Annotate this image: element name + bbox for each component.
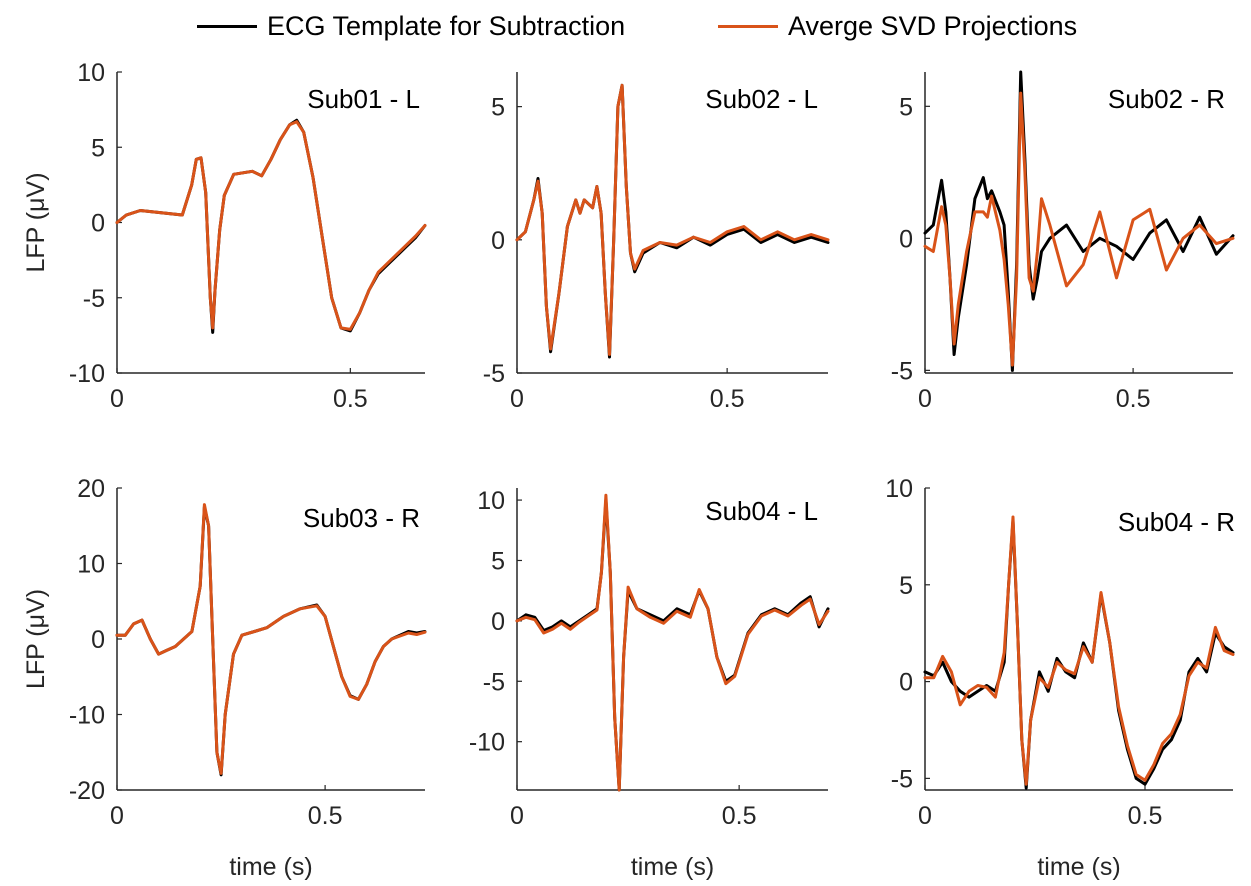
y-tick-label: -5 — [891, 765, 913, 793]
series-line-ecg-template — [115, 118, 427, 334]
x-tick-label: 0 — [110, 802, 124, 830]
y-tick-label: 0 — [91, 210, 105, 238]
legend-label: ECG Template for Subtraction — [267, 10, 626, 41]
x-axis-label: time (s) — [631, 853, 714, 881]
y-tick-label: -5 — [83, 285, 105, 313]
x-tick-label: 0 — [110, 385, 124, 413]
y-tick-label: -20 — [69, 777, 105, 805]
y-tick-label: 5 — [899, 93, 913, 121]
legend: ECG Template for Subtraction Averge SVD … — [0, 6, 1251, 46]
panel-title: Sub04 - L — [705, 496, 818, 526]
y-tick-label: 10 — [77, 551, 105, 579]
series-line-ecg-template — [515, 498, 830, 792]
chart-panel-5: -10 -5 0 5 10 0 0.5 Sub04 - L time (s) — [469, 487, 830, 881]
x-tick-label: 0.5 — [1116, 385, 1151, 413]
x-tick-label: 0 — [510, 385, 524, 413]
y-axis-label: LFP (μV) — [22, 172, 50, 272]
y-tick-label: 0 — [899, 225, 913, 253]
series-line-svd-projections — [115, 120, 427, 331]
y-tick-label: 10 — [885, 475, 913, 503]
x-axis-label: time (s) — [1037, 853, 1120, 881]
series-line-svd-projections — [923, 515, 1235, 786]
x-tick-label: 0 — [510, 802, 524, 830]
series-line-svd-projections — [515, 493, 830, 792]
legend-label: Averge SVD Projections — [788, 10, 1078, 41]
y-tick-label: 5 — [491, 94, 505, 122]
series-line-svd-projections — [515, 83, 830, 356]
y-axis-label: LFP (μV) — [22, 589, 50, 689]
y-tick-label: 0 — [91, 626, 105, 654]
x-tick-label: 0.5 — [308, 802, 343, 830]
y-tick-label: 5 — [91, 134, 105, 162]
x-tick-label: 0.5 — [722, 802, 757, 830]
legend-item-ecg-template: ECG Template for Subtraction — [197, 6, 625, 46]
y-tick-label: 10 — [477, 487, 505, 515]
y-tick-label: 20 — [77, 475, 105, 503]
y-tick-label: 0 — [491, 608, 505, 636]
chart-panel-1: -10 -5 0 5 10 0 0.5 Sub01 - L LFP (μV) — [22, 59, 427, 413]
y-tick-label: -10 — [69, 702, 105, 730]
y-tick-label: -5 — [483, 668, 505, 696]
legend-swatch-black-line — [197, 24, 257, 28]
series-line-ecg-template — [923, 519, 1235, 790]
x-tick-label: 0.5 — [333, 385, 368, 413]
y-tick-label: 5 — [899, 572, 913, 600]
legend-swatch-orange-line — [718, 24, 778, 28]
y-tick-label: -10 — [469, 729, 505, 757]
y-tick-label: -5 — [891, 357, 913, 385]
panel-title: Sub04 - R — [1118, 507, 1235, 537]
chart-panel-4: -20 -10 0 10 20 0 0.5 Sub03 - R LFP (μV) time (s) — [22, 475, 427, 881]
panel-title: Sub02 - R — [1108, 84, 1225, 114]
x-tick-label: 0 — [918, 802, 932, 830]
y-tick-label: 10 — [77, 59, 105, 87]
y-tick-label: -10 — [69, 360, 105, 388]
y-tick-label: -5 — [483, 360, 505, 388]
series-line-svd-projections — [115, 503, 427, 775]
x-tick-label: 0.5 — [1128, 802, 1163, 830]
x-tick-label: 0.5 — [710, 385, 745, 413]
y-tick-label: 5 — [491, 547, 505, 575]
panel-title: Sub02 - L — [705, 84, 818, 114]
panel-title: Sub01 - L — [307, 84, 420, 114]
series-line-ecg-template — [923, 70, 1235, 372]
x-tick-label: 0 — [918, 385, 932, 413]
legend-item-svd-projections: Averge SVD Projections — [718, 6, 1077, 46]
series-line-ecg-template — [515, 83, 830, 359]
y-tick-label: 0 — [491, 227, 505, 255]
y-tick-label: 0 — [899, 669, 913, 697]
series-line-ecg-template — [115, 505, 427, 777]
panel-title: Sub03 - R — [303, 503, 420, 533]
x-axis-label: time (s) — [229, 853, 312, 881]
series-line-svd-projections — [923, 91, 1235, 367]
